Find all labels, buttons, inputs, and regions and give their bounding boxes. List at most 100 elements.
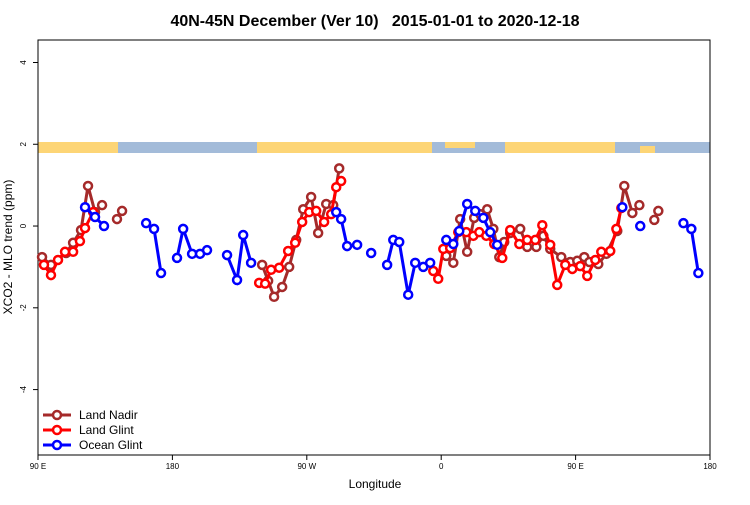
y-tick-label: 2 (19, 141, 28, 146)
point (171, 252, 183, 264)
legend-marker (51, 424, 63, 436)
y-tick-label: -2 (19, 304, 28, 312)
point (574, 260, 586, 272)
point (428, 265, 439, 277)
point (514, 238, 525, 250)
point (256, 259, 268, 271)
point (38, 259, 50, 271)
point (96, 199, 108, 211)
point (678, 217, 689, 229)
point (381, 259, 393, 271)
point (424, 257, 436, 269)
point (448, 257, 459, 269)
point (617, 201, 628, 213)
point (693, 267, 704, 279)
point (67, 246, 79, 258)
point (140, 217, 152, 229)
legend-label: Ocean Glint (79, 438, 143, 452)
point (365, 247, 377, 259)
point (296, 216, 308, 228)
point (590, 254, 601, 266)
point (686, 223, 697, 235)
legend-label: Land Nadir (79, 408, 138, 422)
land-mask-strip (38, 142, 710, 153)
point (98, 220, 110, 232)
point (521, 234, 533, 246)
point (604, 245, 616, 257)
point (79, 201, 91, 213)
point (89, 211, 101, 223)
point (627, 207, 638, 219)
point (282, 245, 294, 257)
point (259, 278, 271, 289)
point (59, 246, 71, 258)
point (155, 267, 167, 279)
x-tick-label: 180 (166, 462, 180, 471)
point (341, 240, 353, 252)
point (201, 244, 213, 256)
legend-marker (51, 439, 63, 451)
point (478, 212, 489, 224)
point (45, 269, 57, 281)
point (461, 246, 473, 258)
point (268, 291, 280, 303)
point (469, 205, 481, 217)
point (305, 191, 317, 203)
point (273, 262, 285, 273)
point (551, 279, 563, 291)
point (432, 273, 444, 285)
y-tick-label: -4 (19, 385, 28, 393)
x-tick-label: 0 (439, 462, 444, 471)
legend-label: Land Glint (79, 423, 134, 437)
point (393, 236, 405, 248)
point (283, 261, 295, 273)
point (335, 213, 347, 225)
point (481, 204, 493, 215)
point (351, 239, 363, 251)
point (544, 239, 556, 251)
point (634, 199, 645, 211)
point (461, 198, 473, 210)
point (402, 289, 414, 300)
point (111, 213, 123, 225)
y-tick-label: 0 (19, 223, 28, 228)
point (245, 257, 257, 269)
point (237, 229, 249, 241)
point (116, 205, 128, 217)
point (312, 227, 324, 239)
point (330, 206, 342, 218)
point (148, 223, 160, 235)
legend-marker (51, 409, 63, 421)
x-tick-label: 90 W (297, 462, 316, 471)
point (497, 252, 508, 264)
point (335, 175, 347, 187)
x-tick-label: 180 (703, 462, 717, 471)
point (333, 163, 345, 174)
x-tick-label: 90 E (30, 462, 46, 471)
point (611, 223, 622, 235)
series-line (42, 180, 623, 291)
point (514, 223, 526, 235)
point (52, 254, 64, 266)
point (619, 180, 630, 192)
point (289, 237, 301, 249)
point (177, 223, 189, 235)
point (74, 235, 86, 247)
point (318, 216, 330, 228)
point (581, 270, 593, 282)
y-axis-label: XCO2 - MLO trend (ppm) (1, 180, 15, 315)
x-tick-label: 90 E (567, 462, 583, 471)
chart-title: 40N-45N December (Ver 10) 2015-01-01 to … (170, 13, 579, 30)
plot-frame (37, 39, 711, 456)
point (537, 219, 548, 231)
series-line (41, 168, 660, 300)
point (409, 257, 421, 269)
point (231, 274, 243, 286)
point (454, 225, 465, 237)
point (82, 180, 94, 192)
point (653, 205, 664, 217)
point (265, 264, 277, 276)
point (530, 234, 541, 246)
point (649, 214, 660, 226)
